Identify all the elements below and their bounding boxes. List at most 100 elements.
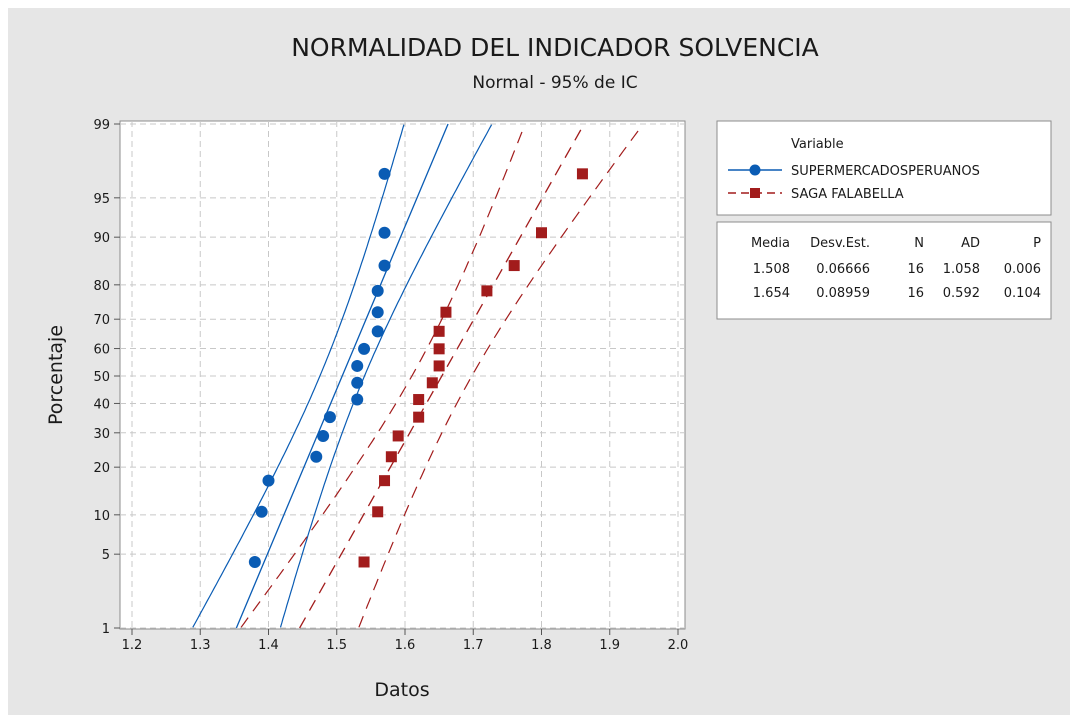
data-point-square: [481, 285, 493, 297]
x-tick-label: 1.2: [122, 638, 143, 653]
stats-header: Desv.Est.: [810, 236, 870, 251]
chart-title: NORMALIDAD DEL INDICADOR SOLVENCIA: [291, 33, 819, 62]
y-tick-label: 80: [93, 279, 110, 294]
stats-table: Media Desv.Est. N AD P 1.508 0.06666 16 1.058 0.0…: [716, 221, 1052, 320]
data-point-square: [433, 325, 445, 337]
y-axis-title: Porcentaje: [45, 325, 67, 425]
data-point-square: [392, 430, 404, 442]
data-point-square: [426, 377, 438, 389]
stats-cell: 16: [907, 262, 924, 277]
stats-box: [716, 221, 1052, 320]
data-point-circle: [371, 306, 384, 319]
data-point-circle: [323, 411, 336, 424]
x-tick-label: 1.4: [258, 638, 279, 653]
stats-cell: 0.592: [943, 286, 980, 301]
x-tick-label: 1.9: [599, 638, 620, 653]
data-point-square: [433, 343, 445, 355]
x-tick-label: 1.5: [326, 638, 347, 653]
y-tick-label: 20: [93, 461, 110, 476]
x-tick-label: 1.3: [190, 638, 211, 653]
stats-cell: 1.058: [943, 262, 980, 277]
data-point-circle: [262, 474, 275, 487]
stats-cell: 0.06666: [816, 262, 870, 277]
data-point-square: [413, 394, 425, 406]
y-tick-label: 50: [93, 370, 110, 385]
data-point-square: [576, 168, 588, 180]
stats-cell: 0.08959: [816, 286, 870, 301]
y-tick-label: 70: [93, 313, 110, 328]
data-point-square: [358, 556, 370, 568]
ci-band-upper: [358, 124, 644, 628]
x-axis: 1.2 1.3 1.4 1.5 1.6 1.7 1.8 1.9 2.0: [122, 629, 689, 653]
chart-subtitle: Normal - 95% de IC: [472, 73, 637, 93]
fit-line: [299, 123, 585, 629]
data-point-square: [433, 360, 445, 372]
data-point-circle: [351, 376, 364, 389]
x-tick-label: 2.0: [668, 638, 689, 653]
data-point-square: [385, 451, 397, 463]
y-tick-label: 1: [102, 622, 110, 637]
data-point-circle: [255, 505, 268, 518]
y-tick-label: 40: [93, 397, 110, 412]
stats-header: P: [1033, 236, 1041, 251]
probability-plot: NORMALIDAD DEL INDICADOR SOLVENCIA Norma…: [45, 33, 1052, 701]
y-axis: 1 5 10 20 30 40 50 60 70 80 90 95 99: [93, 118, 120, 637]
data-point-square: [508, 260, 520, 272]
data-point-circle: [351, 393, 364, 406]
data-point-circle: [378, 259, 391, 272]
fit-line: [235, 123, 449, 629]
ci-band-upper: [279, 124, 493, 628]
stats-cell: 0.104: [1004, 286, 1041, 301]
legend-box: [716, 120, 1052, 216]
data-point-square: [372, 506, 384, 518]
x-tick-label: 1.7: [463, 638, 484, 653]
stats-cell: 16: [907, 286, 924, 301]
x-tick-label: 1.6: [395, 638, 416, 653]
y-tick-label: 30: [93, 427, 110, 442]
y-tick-label: 60: [93, 343, 110, 358]
stats-header: N: [914, 236, 924, 251]
plot-series: [192, 123, 644, 629]
legend-title: Variable: [791, 137, 844, 152]
data-point-circle: [317, 429, 330, 442]
data-point-circle: [310, 450, 323, 463]
data-point-circle: [248, 555, 261, 568]
series-1: [240, 123, 644, 629]
stats-cell: 1.508: [753, 262, 790, 277]
y-tick-label: 99: [93, 118, 110, 133]
x-tick-label: 1.8: [531, 638, 552, 653]
x-axis-title: Datos: [374, 679, 429, 701]
legend-label: SAGA FALABELLA: [791, 187, 904, 202]
data-point-circle: [378, 167, 391, 180]
chart-panel: NORMALIDAD DEL INDICADOR SOLVENCIA Norma…: [8, 8, 1070, 715]
data-point-square: [536, 227, 547, 239]
data-point-circle: [371, 284, 384, 297]
series-0: [192, 123, 493, 629]
legend-marker-square: [750, 188, 760, 198]
legend-label: SUPERMERCADOSPERUANOS: [791, 164, 980, 179]
data-point-square: [379, 475, 391, 487]
stats-header: Media: [751, 236, 790, 251]
legend-entry-1: SAGA FALABELLA: [728, 187, 904, 202]
y-tick-label: 95: [93, 192, 110, 207]
legend-marker-circle: [749, 164, 761, 176]
stats-cells: Media Desv.Est. N AD P 1.508 0.06666 16 1.058 0.0…: [751, 236, 1041, 301]
legend-entries: SUPERMERCADOSPERUANOS SAGA FALABELLA: [728, 164, 980, 202]
legend: Variable SUPERMERCADOSPERUANOS SAGA FALAB…: [716, 120, 1052, 216]
legend-entry-0: SUPERMERCADOSPERUANOS: [728, 164, 980, 179]
data-point-circle: [371, 325, 384, 338]
ci-band-lower: [240, 124, 526, 628]
y-tick-label: 90: [93, 231, 110, 246]
data-point-circle: [351, 359, 364, 372]
y-tick-label: 10: [93, 509, 110, 524]
stats-cell: 1.654: [753, 286, 790, 301]
ci-band-lower: [192, 124, 405, 628]
data-point-circle: [358, 342, 371, 355]
plot-area: [119, 120, 686, 630]
data-point-circle: [378, 226, 391, 239]
data-point-square: [413, 411, 425, 423]
stats-cell: 0.006: [1004, 262, 1041, 277]
stats-header: AD: [961, 236, 980, 251]
data-point-square: [440, 306, 452, 318]
y-tick-label: 5: [102, 548, 110, 563]
